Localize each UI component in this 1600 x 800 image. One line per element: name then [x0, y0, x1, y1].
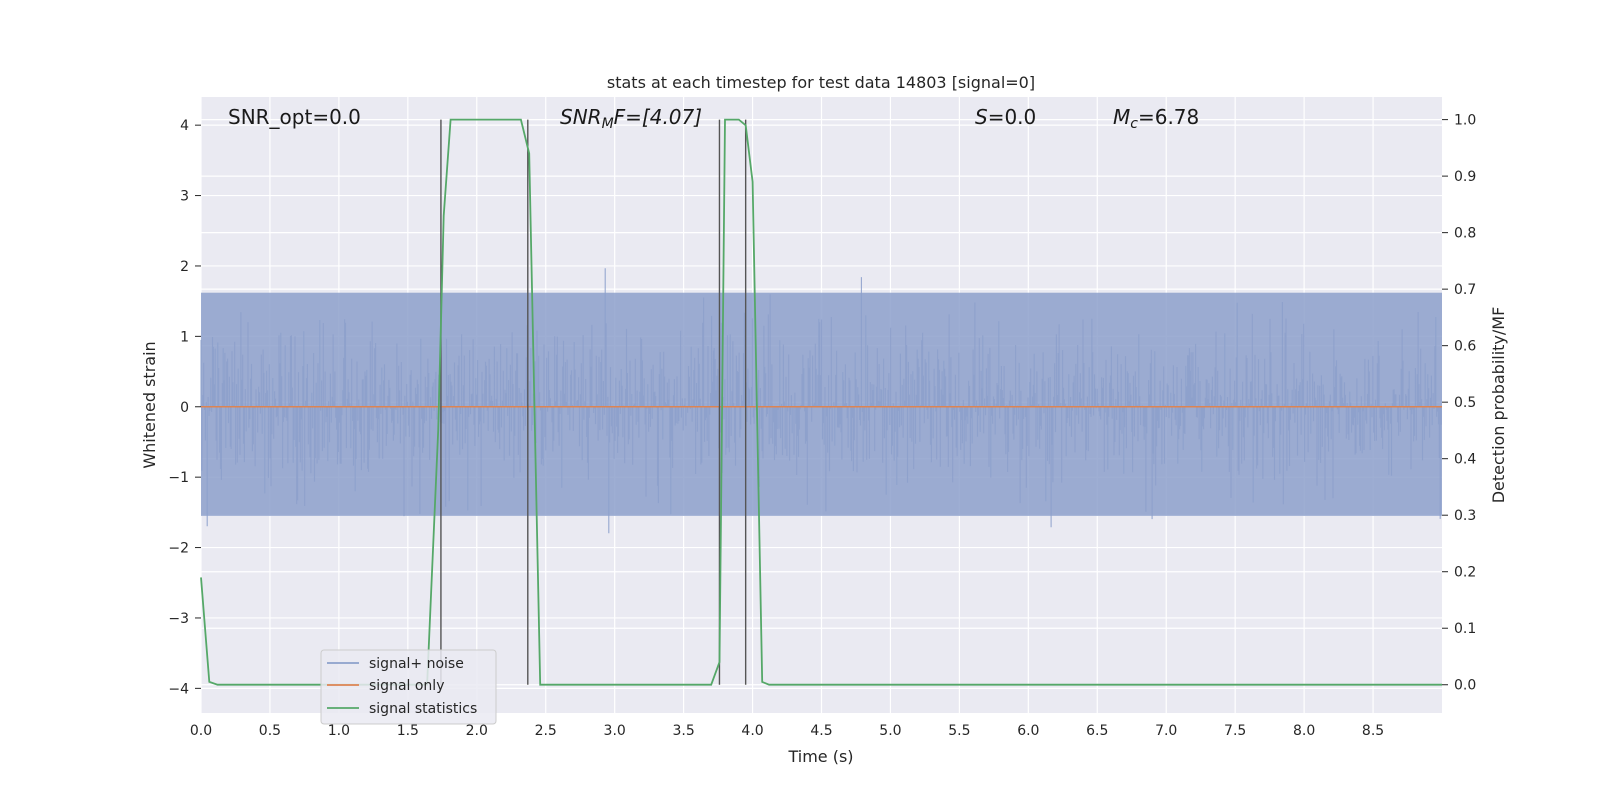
y-right-tick-label: 0.7	[1454, 282, 1476, 298]
y-axis-ticks: 4 3 2 1 0 −1 −2 −3 −4	[168, 118, 201, 697]
y-right-tick-label: 0.5	[1454, 395, 1476, 411]
y-tick-label: 2	[180, 259, 189, 275]
annotation-snr-mf: SNRMF=[4.07]	[560, 105, 702, 132]
signal-plus-noise-series	[200, 268, 1442, 534]
x-tick-label: 1.0	[328, 723, 350, 739]
y-right-tick-label: 0.9	[1454, 169, 1476, 185]
y-tick-label: −2	[168, 541, 189, 557]
annotation-snr-mf-sub: M	[602, 116, 614, 132]
x-axis-label: Time (s)	[787, 747, 853, 766]
x-tick-label: 6.5	[1086, 723, 1108, 739]
x-tick-label: 4.5	[810, 723, 832, 739]
x-tick-label: 3.5	[672, 723, 694, 739]
legend-label-signal-plus-noise: signal+ noise	[369, 656, 464, 672]
y-right-tick-label: 0.3	[1454, 508, 1476, 524]
x-tick-label: 0.5	[259, 723, 281, 739]
signal-statistics-line	[200, 118, 1442, 686]
y-right-tick-label: 0.2	[1454, 565, 1476, 581]
y-tick-label: −3	[168, 611, 189, 627]
x-tick-label: 7.0	[1155, 723, 1177, 739]
signal-statistics-series	[200, 118, 1442, 686]
x-tick-label: 8.5	[1362, 723, 1384, 739]
y-axis-right-ticks: 1.0 0.9 0.8 0.7 0.6 0.5 0.4 0.3 0.2 0.1 0.0	[1442, 113, 1476, 694]
y-tick-label: −4	[168, 681, 189, 697]
annotation-s-main: S	[975, 105, 988, 129]
annotation-mc: Mc=6.78	[1113, 105, 1199, 132]
y-tick-label: 1	[180, 329, 189, 345]
legend-box	[320, 649, 497, 725]
annotation-mc-rest: =6.78	[1138, 105, 1199, 129]
x-tick-label: 5.0	[879, 723, 901, 739]
annotation-mc-sub: c	[1130, 116, 1138, 132]
chart-title: stats at each timestep for test data 148…	[607, 73, 1035, 92]
x-tick-label: 2.0	[466, 723, 488, 739]
y-right-tick-label: 0.1	[1454, 621, 1476, 637]
legend: signal+ noise signal only signal statist…	[320, 649, 497, 725]
y-right-tick-label: 0.8	[1454, 226, 1476, 242]
y-right-tick-label: 0.4	[1454, 452, 1476, 468]
x-axis-ticks: 0.0 0.5 1.0 1.5 2.0 2.5 3.0 3.5 4.0 4.5 5.0 5.5 6.0 6…	[190, 723, 1384, 739]
y-axis-label: Whitened strain	[140, 341, 159, 468]
x-tick-label: 0.0	[190, 723, 212, 739]
y-tick-label: 3	[180, 189, 189, 205]
annotation-snr-mf-main: SNR	[560, 105, 602, 129]
y-tick-label: 4	[180, 118, 189, 134]
y-axis-right-label: Detection probability/MF	[1489, 307, 1508, 504]
x-tick-label: 3.0	[604, 723, 626, 739]
y-tick-label: −1	[168, 470, 189, 486]
x-tick-label: 6.0	[1017, 723, 1039, 739]
y-right-tick-label: 0.6	[1454, 339, 1476, 355]
x-tick-label: 7.5	[1224, 723, 1246, 739]
y-right-tick-label: 0.0	[1454, 678, 1476, 694]
annotation-snr-mf-rest: F=[4.07]	[614, 105, 702, 129]
x-tick-label: 1.5	[397, 723, 419, 739]
annotation-snr-opt: SNR_opt=0.0	[228, 105, 361, 129]
legend-label-signal-statistics: signal statistics	[369, 701, 477, 717]
annotation-s: S=0.0	[975, 105, 1036, 129]
x-tick-label: 5.5	[948, 723, 970, 739]
y-right-tick-label: 1.0	[1454, 113, 1476, 129]
signal-plus-noise-line	[200, 268, 1442, 534]
legend-label-signal-only: signal only	[369, 678, 444, 694]
annotation-mc-main: M	[1113, 105, 1130, 129]
annotation-s-rest: =0.0	[988, 105, 1037, 129]
x-tick-label: 2.5	[535, 723, 557, 739]
x-tick-label: 8.0	[1293, 723, 1315, 739]
y-tick-label: 0	[180, 400, 189, 416]
x-tick-label: 4.0	[741, 723, 763, 739]
